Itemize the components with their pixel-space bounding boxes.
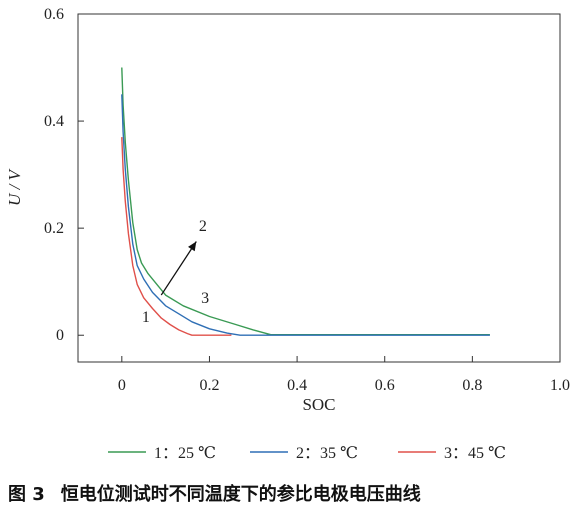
y-tick-label: 0.6	[44, 6, 64, 23]
x-tick-label: 0.8	[462, 377, 482, 394]
legend-label: 3：45 ℃	[444, 445, 506, 462]
legend-item-2: 2：35 ℃	[250, 445, 358, 462]
legend: 1：25 ℃ 2：35 ℃ 3：45 ℃	[108, 445, 506, 462]
x-tick-label: 0	[118, 377, 126, 394]
figure-caption: 图 3 恒电位测试时不同温度下的参比电极电压曲线	[0, 476, 588, 510]
y-tick-label: 0.4	[44, 113, 64, 130]
y-axis: 0 0.2 0.4 0.6	[44, 6, 84, 344]
chart: 0 0.2 0.4 0.6 0.8 1.0 0 0.2 0.4 0.6 1 2 3 SOC U / …	[5, 6, 570, 462]
x-axis-label: SOC	[302, 395, 335, 414]
series-line-2	[121, 94, 490, 336]
arrow-line	[160, 241, 197, 296]
x-tick-label: 1.0	[550, 377, 570, 394]
legend-item-3: 3：45 ℃	[398, 445, 506, 462]
plot-area	[77, 13, 561, 363]
figure-caption-text: 恒电位测试时不同温度下的参比电极电压曲线	[60, 484, 421, 505]
legend-label: 2：35 ℃	[296, 445, 358, 462]
legend-item-1: 1：25 ℃	[108, 445, 216, 462]
curve-label: 3	[201, 290, 209, 307]
legend-label: 1：25 ℃	[154, 445, 216, 462]
series-group	[121, 67, 490, 336]
curve-label: 2	[199, 218, 207, 235]
y-tick-label: 0	[56, 327, 64, 344]
arrow-head	[188, 241, 197, 252]
x-tick-label: 0.4	[287, 377, 307, 394]
curve-label: 1	[142, 309, 150, 326]
series-line-3	[121, 137, 232, 336]
series-line-1	[121, 67, 490, 336]
x-tick-label: 0.2	[199, 377, 219, 394]
y-tick-label: 0.2	[44, 220, 64, 237]
x-axis: 0 0.2 0.4 0.6 0.8 1.0	[118, 356, 570, 394]
annotations: 1 2 3	[142, 218, 209, 326]
x-tick-label: 0.6	[375, 377, 395, 394]
figure-number: 图 3	[8, 484, 45, 505]
y-axis-label: U / V	[5, 167, 24, 206]
